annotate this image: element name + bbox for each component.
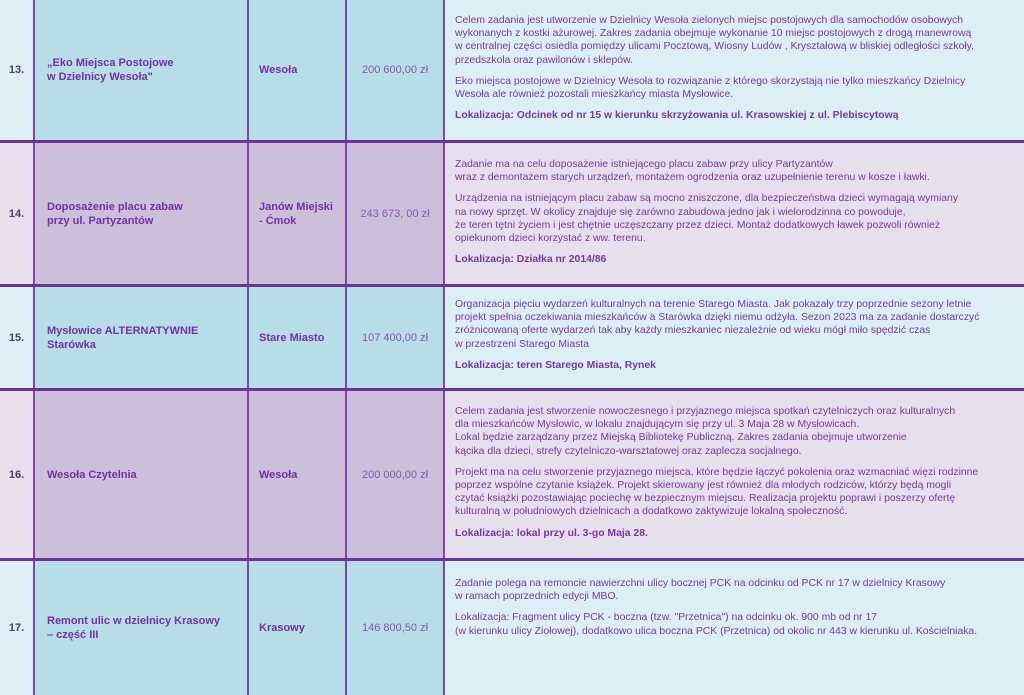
description-paragraph: Zadanie polega na remoncie nawierzchni u… (455, 578, 946, 603)
row-number: 14. (0, 143, 35, 284)
table-row: 13. „Eko Miejsca Postojowe w Dzielnicy W… (0, 0, 1024, 140)
location: Lokalizacja: lokal przy ul. 3-go Maja 28… (455, 527, 648, 539)
location: Lokalizacja: teren Starego Miasta, Rynek (455, 359, 656, 371)
district: Wesoła (249, 391, 347, 558)
description-paragraph: Urządzenia na istniejącym placu zabaw są… (455, 193, 959, 245)
district: Krasowy (249, 561, 347, 695)
location: Lokalizacja: Fragment ulicy PCK - boczna… (455, 612, 978, 637)
project-title: Doposażenie placu zabaw przy ul. Partyza… (35, 143, 249, 284)
description: Organizacja pięciu wydarzeń kulturalnych… (445, 287, 1024, 388)
row-number: 17. (0, 561, 35, 695)
description: Zadanie ma na celu doposażenie istniejąc… (445, 143, 1024, 284)
location: Lokalizacja: Działka nr 2014/86 (455, 254, 607, 266)
table-row: 16. Wesoła Czytelnia Wesoła 200 000,00 z… (0, 388, 1024, 558)
project-title: „Eko Miejsca Postojowe w Dzielnicy Wesoł… (35, 0, 249, 140)
description-paragraph: Projekt ma na celu stworzenie przyjazneg… (455, 466, 979, 518)
description-paragraph: Organizacja pięciu wydarzeń kulturalnych… (455, 299, 980, 350)
table-row: 15. Mysłowice ALTERNATYWNIE Starówka Sta… (0, 284, 1024, 388)
description-paragraph: Celem zadania jest utworzenie w Dzielnic… (455, 15, 974, 66)
table-row: 17. Remont ulic w dzielnicy Krasowy – cz… (0, 558, 1024, 695)
amount: 107 400,00 zł (347, 287, 445, 388)
description-paragraph: Zadanie ma na celu doposażenie istniejąc… (455, 159, 930, 184)
amount: 146 800,50 zł (347, 561, 445, 695)
amount: 243 673, 00 zł (347, 143, 445, 284)
location: Lokalizacja: Odcinek od nr 15 w kierunku… (455, 110, 899, 122)
description: Celem zadania jest utworzenie w Dzielnic… (445, 0, 1024, 140)
district: Stare Miasto (249, 287, 347, 388)
district: Janów Miejski - Ćmok (249, 143, 347, 284)
description: Celem zadania jest stworzenie nowoczesne… (445, 391, 1024, 558)
amount: 200 000,00 zł (347, 391, 445, 558)
project-title: Remont ulic w dzielnicy Krasowy – część … (35, 561, 249, 695)
description-paragraph: Eko miejsca postojowe w Dzielnicy Wesoła… (455, 75, 966, 101)
description: Zadanie polega na remoncie nawierzchni u… (445, 561, 1024, 695)
row-number: 13. (0, 0, 35, 140)
project-title: Wesoła Czytelnia (35, 391, 249, 558)
row-number: 15. (0, 287, 35, 388)
amount: 200 600,00 zł (347, 0, 445, 140)
table-row: 14. Doposażenie placu zabaw przy ul. Par… (0, 140, 1024, 284)
district: Wesoła (249, 0, 347, 140)
description-paragraph: Celem zadania jest stworzenie nowoczesne… (455, 406, 956, 457)
project-title: Mysłowice ALTERNATYWNIE Starówka (35, 287, 249, 388)
row-number: 16. (0, 391, 35, 558)
